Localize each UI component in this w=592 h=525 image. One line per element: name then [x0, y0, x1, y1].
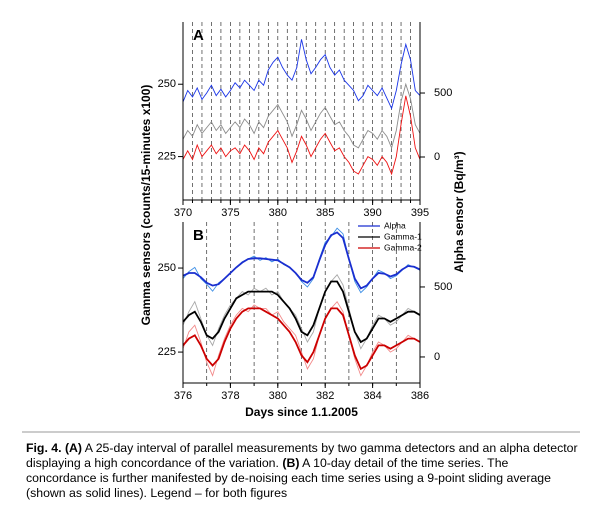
x-tick-label: 370: [174, 207, 192, 219]
smooth-line: [183, 280, 420, 344]
caption-run: Fig. 4. (A): [26, 441, 83, 455]
series-line: [183, 82, 420, 150]
legend-label: Gamma-1: [384, 231, 422, 241]
x-tick-label: 376: [174, 390, 192, 402]
x-tick-label: 395: [411, 207, 429, 219]
panel-label: B: [193, 227, 204, 244]
caption: Fig. 4. (A) A 25-day interval of paralle…: [26, 441, 582, 501]
smooth-line: [183, 307, 420, 371]
y-tick-label: 250: [158, 262, 176, 274]
x-tick-label: 380: [269, 390, 287, 402]
legend-label: Gamma-2: [384, 242, 422, 252]
x-tick-label: 385: [316, 207, 334, 219]
x-tick-label: 375: [221, 207, 239, 219]
caption-run: A 25-day interval of parallel measuremen…: [26, 441, 578, 470]
x-tick-label: 386: [411, 390, 429, 402]
y2-tick-label: 0: [434, 151, 440, 163]
x-tick-label: 390: [363, 207, 381, 219]
caption-run: A 10-day detail of the time series. The …: [26, 456, 551, 500]
panel-label: A: [193, 27, 204, 44]
series-line: [183, 39, 420, 110]
series-line: [183, 300, 420, 377]
smooth-line: [183, 231, 420, 290]
y-tick-label: 250: [158, 78, 176, 90]
x-tick-label: 382: [316, 390, 334, 402]
series-line: [183, 274, 420, 350]
figure: 370 375 380 385 390 395 225 250 0 500 A Gamma senso…: [22, 22, 580, 433]
y2-tick-label: 500: [434, 281, 452, 293]
y-tick-label: 225: [158, 150, 176, 162]
y2-axis-label: Alpha sensor (Bq/m³): [452, 151, 466, 272]
x-axis-label: Days since 1.1.2005: [245, 405, 358, 419]
y2-tick-label: 0: [434, 351, 440, 363]
x-tick-label: 380: [269, 207, 287, 219]
series-line: [183, 95, 420, 176]
y2-tick-label: 500: [434, 87, 452, 99]
legend-label: Alpha: [384, 220, 406, 230]
y-axis-label: Gamma sensors (counts/15-minutes x100): [139, 85, 153, 326]
caption-run: (B): [282, 456, 300, 470]
x-tick-label: 384: [363, 390, 381, 402]
y-tick-label: 225: [158, 346, 176, 358]
x-tick-label: 378: [221, 390, 239, 402]
